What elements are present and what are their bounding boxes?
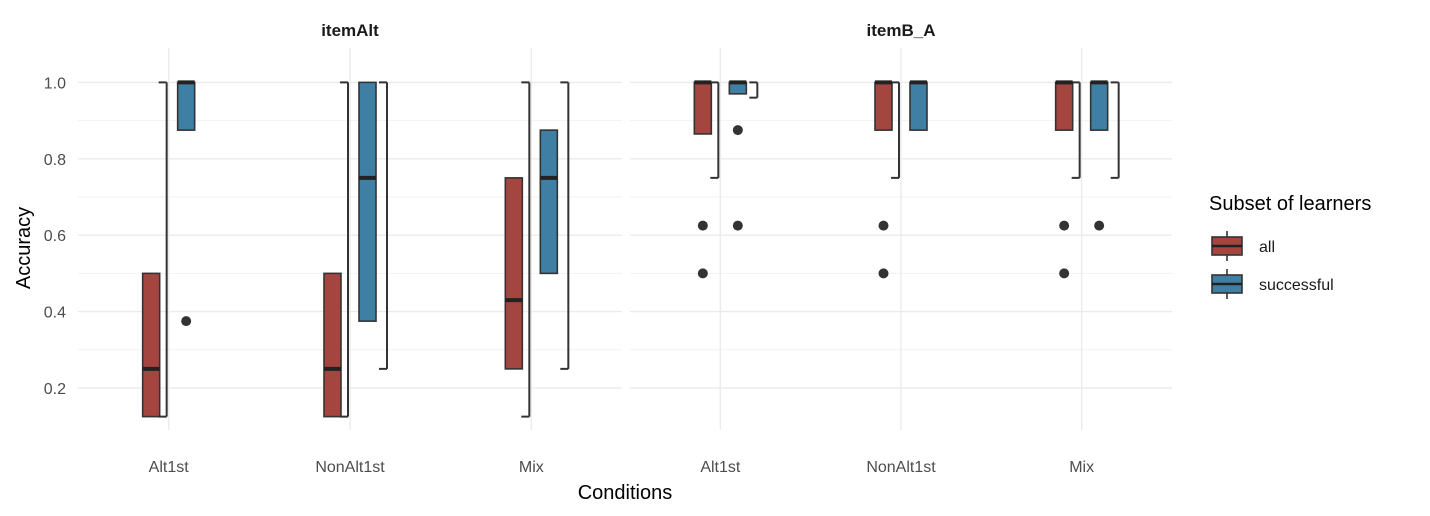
legend-label-all: all bbox=[1259, 239, 1275, 256]
grid-layer bbox=[78, 48, 1172, 430]
outlier-point-all bbox=[1059, 220, 1070, 231]
marks-layer bbox=[141, 80, 1120, 418]
box-all-Alt1st bbox=[141, 272, 161, 418]
box-all-Alt1st bbox=[693, 81, 713, 135]
outlier-point-successful bbox=[732, 125, 743, 136]
legend: Subset of learners all successful bbox=[1209, 193, 1371, 299]
x-tick-label: Mix bbox=[519, 459, 544, 476]
box-all-NonAlt1st bbox=[323, 272, 342, 418]
outlier-point-all bbox=[878, 268, 889, 279]
x-tick-label: Alt1st bbox=[149, 459, 190, 476]
outlier-point-all bbox=[878, 220, 889, 231]
box-all-NonAlt1st bbox=[874, 81, 893, 131]
legend-label-successful: successful bbox=[1259, 277, 1334, 294]
y-tick-label: 1.0 bbox=[44, 75, 66, 92]
facet-title-itemAlt: itemAlt bbox=[321, 21, 379, 40]
box-successful-NonAlt1st bbox=[358, 81, 377, 322]
y-tick-label: 0.6 bbox=[44, 228, 66, 245]
box-successful-Mix bbox=[1089, 81, 1109, 131]
box-successful-Alt1st bbox=[176, 81, 196, 131]
box-all-Mix bbox=[504, 177, 524, 370]
y-tick-label: 0.8 bbox=[44, 152, 66, 169]
x-axis-title: Conditions bbox=[578, 482, 673, 504]
x-tick-label: Mix bbox=[1069, 459, 1094, 476]
x-tick-label: NonAlt1st bbox=[866, 459, 936, 476]
outlier-point-successful bbox=[732, 220, 743, 231]
outlier-point-all bbox=[697, 220, 708, 231]
y-tick-label: 0.2 bbox=[44, 381, 66, 398]
outlier-point-all bbox=[1059, 268, 1070, 279]
x-tick-label: NonAlt1st bbox=[315, 459, 385, 476]
box-successful-NonAlt1st bbox=[909, 81, 928, 131]
outlier-point-successful bbox=[1094, 220, 1105, 231]
outlier-point-all bbox=[697, 268, 708, 279]
legend-title: Subset of learners bbox=[1209, 193, 1371, 215]
outlier-point-successful bbox=[181, 316, 192, 327]
box-all-Mix bbox=[1054, 81, 1074, 131]
y-tick-label: 0.4 bbox=[44, 305, 66, 322]
x-tick-label: Alt1st bbox=[700, 459, 741, 476]
box-successful-Mix bbox=[539, 129, 559, 275]
text-layer: itemAlt itemB_A Conditions Accuracy Alt1… bbox=[13, 21, 1094, 504]
facet-title-itemB_A: itemB_A bbox=[867, 21, 936, 40]
y-axis-title: Accuracy bbox=[13, 207, 35, 289]
